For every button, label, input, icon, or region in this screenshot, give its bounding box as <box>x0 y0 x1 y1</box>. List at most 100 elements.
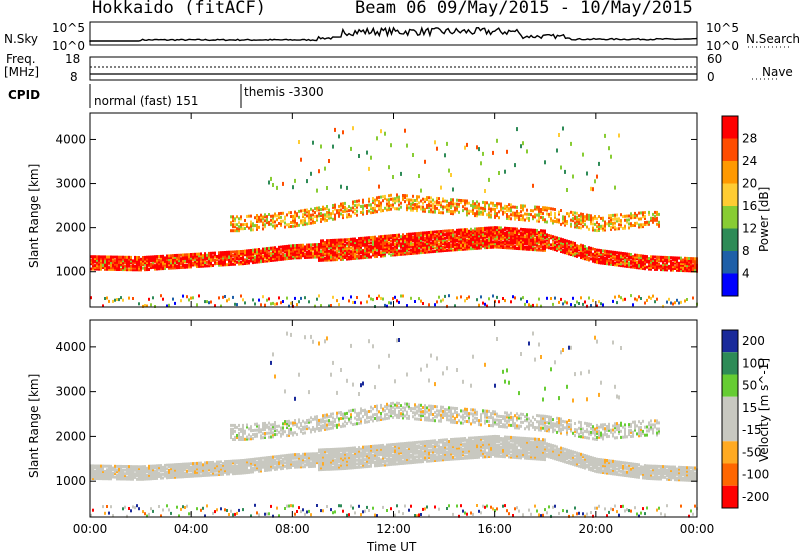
data-cell <box>212 468 214 471</box>
data-cell <box>398 235 400 239</box>
data-cell <box>264 421 266 425</box>
data-cell <box>452 230 454 234</box>
data-cell <box>452 239 454 243</box>
data-cell <box>284 420 286 424</box>
data-cell <box>290 460 292 464</box>
data-cell <box>298 465 300 469</box>
data-cell <box>636 266 638 270</box>
data-cell <box>232 461 234 465</box>
data-cell <box>134 475 136 479</box>
data-cell <box>214 467 216 471</box>
data-cell <box>610 253 612 257</box>
data-cell <box>566 250 568 253</box>
data-cell <box>256 462 258 466</box>
data-cell <box>106 475 108 479</box>
data-cell <box>274 462 276 466</box>
data-cell <box>530 235 532 239</box>
data-cell <box>204 465 206 468</box>
data-cell <box>292 251 294 255</box>
data-cell <box>278 245 280 249</box>
data-cell <box>312 219 314 223</box>
data-cell <box>476 239 478 243</box>
data-cell <box>414 203 416 206</box>
data-cell <box>432 204 434 208</box>
data-cell <box>102 468 104 472</box>
data-cell <box>146 266 148 270</box>
data-cell <box>94 477 96 480</box>
data-cell <box>604 251 606 255</box>
data-cell <box>398 197 400 201</box>
data-cell <box>550 211 552 215</box>
data-cell <box>358 245 360 249</box>
data-cell <box>242 256 244 260</box>
data-cell <box>600 257 602 261</box>
data-cell <box>114 264 116 268</box>
data-cell <box>458 210 460 214</box>
data-cell <box>110 475 112 479</box>
data-cell <box>158 473 160 477</box>
data-cell <box>420 231 422 235</box>
data-cell <box>476 241 478 245</box>
data-cell <box>250 459 252 463</box>
data-cell <box>480 241 482 245</box>
data-cell <box>414 206 416 210</box>
data-cell <box>94 464 96 468</box>
data-cell <box>300 510 302 514</box>
data-cell <box>242 464 244 468</box>
data-cell <box>280 456 282 460</box>
data-cell <box>472 202 474 206</box>
data-cell <box>470 231 472 235</box>
data-cell <box>382 240 384 244</box>
data-cell <box>282 248 284 252</box>
data-cell <box>442 211 444 215</box>
data-cell <box>300 461 302 465</box>
data-cell <box>326 248 328 251</box>
data-cell <box>186 471 188 475</box>
data-cell <box>172 263 174 266</box>
data-cell <box>404 252 406 256</box>
data-cell <box>588 215 590 219</box>
data-cell <box>272 258 274 262</box>
data-cell <box>306 456 308 460</box>
data-cell <box>558 300 560 304</box>
data-cell <box>564 223 566 227</box>
data-cell <box>450 200 452 204</box>
data-cell <box>566 188 568 192</box>
data-cell <box>314 211 316 215</box>
data-cell <box>144 255 146 259</box>
data-cell <box>294 210 296 214</box>
data-cell <box>248 254 250 258</box>
data-cell <box>668 266 670 270</box>
data-cell <box>468 236 470 240</box>
data-cell <box>682 262 684 265</box>
data-cell <box>170 474 172 478</box>
data-cell <box>390 253 392 257</box>
data-cell <box>572 243 574 247</box>
data-cell <box>528 237 530 241</box>
data-cell <box>650 262 652 266</box>
data-cell <box>676 263 678 267</box>
data-cell <box>290 253 292 257</box>
data-cell <box>372 199 374 202</box>
data-cell <box>286 434 288 438</box>
data-cell <box>688 269 690 273</box>
data-cell <box>508 215 510 219</box>
data-cell <box>496 226 498 230</box>
data-cell <box>246 258 248 262</box>
data-cell <box>516 227 518 231</box>
data-cell <box>154 265 156 269</box>
data-cell <box>296 247 298 251</box>
data-cell <box>146 261 148 264</box>
data-cell <box>282 211 284 215</box>
data-cell <box>402 238 404 242</box>
data-cell <box>116 266 118 270</box>
data-cell <box>406 247 408 250</box>
data-cell <box>580 220 582 224</box>
data-cell <box>570 141 572 146</box>
data-cell <box>284 221 286 225</box>
data-cell <box>432 244 434 248</box>
data-cell <box>524 302 526 306</box>
data-cell <box>598 254 600 258</box>
data-cell <box>506 230 508 234</box>
data-cell <box>398 253 400 256</box>
